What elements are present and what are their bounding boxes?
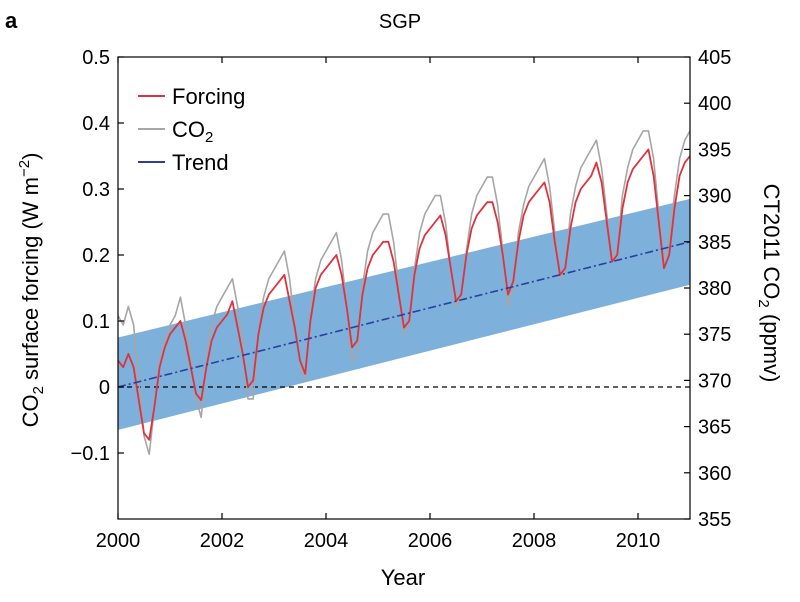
y-left-tick-label: −0.1 <box>71 443 110 465</box>
y-right-tick-label: 365 <box>698 417 731 439</box>
y-left-tick-label: 0.2 <box>82 245 110 267</box>
legend-label-forcing: Forcing <box>172 84 245 109</box>
x-tick-label: 2004 <box>304 530 349 552</box>
right-axis-title: CT2011 CO2 (ppmv) <box>755 184 784 383</box>
y-left-tick-label: 0.1 <box>82 311 110 333</box>
left-axis-title-sub: 2 <box>30 386 47 394</box>
y-right-tick-label: 370 <box>698 370 731 392</box>
right-axis-title-sub: 2 <box>755 299 772 307</box>
left-axis-title-main: CO <box>18 394 43 427</box>
y-right-tick-label: 385 <box>698 232 731 254</box>
x-tick-label: 2008 <box>512 530 557 552</box>
y-right-tick-label: 355 <box>698 509 731 531</box>
x-tick-label: 2006 <box>408 530 453 552</box>
y-right-tick-label: 390 <box>698 186 731 208</box>
series-line-co2 <box>118 130 690 456</box>
y-left-tick-label: 0.3 <box>82 179 110 201</box>
y-right-tick-label: 380 <box>698 278 731 300</box>
legend-label-co2-sub: 2 <box>205 129 213 146</box>
x-tick-label: 2010 <box>616 530 661 552</box>
left-axis-title-rest: surface forcing (W m <box>18 177 43 386</box>
y-left-tick-label: 0 <box>99 377 110 399</box>
y-right-tick-label: 375 <box>698 324 731 346</box>
left-axis-title-end: ) <box>18 153 43 160</box>
right-axis-title-rest: (ppmv) <box>759 308 784 383</box>
series-line-forcing <box>118 148 690 441</box>
legend: Forcing CO2 Trend <box>138 84 245 175</box>
y-right-tick-label: 400 <box>698 93 731 115</box>
chart-title: SGP <box>379 11 421 33</box>
x-axis-title: Year <box>381 565 425 590</box>
y-right-tick-label: 360 <box>698 463 731 485</box>
panel-letter: a <box>5 8 18 33</box>
y-left-tick-label: 0.5 <box>82 47 110 69</box>
y-right-tick-label: 395 <box>698 139 731 161</box>
y-left-tick-label: 0.4 <box>82 113 110 135</box>
plot-series <box>118 130 690 456</box>
y-right-tick-label: 405 <box>698 47 731 69</box>
legend-label-trend: Trend <box>172 150 229 175</box>
right-axis-title-main: CT2011 CO <box>759 184 784 300</box>
legend-label-co2: CO2 <box>172 117 213 146</box>
x-tick-label: 2002 <box>200 530 245 552</box>
left-axis-title: CO2 surface forcing (W m−2) <box>16 153 47 428</box>
x-tick-label: 2000 <box>96 530 141 552</box>
legend-label-co2-main: CO <box>172 117 205 142</box>
left-axis-title-sup: −2 <box>16 160 33 177</box>
axes: 2000 2002 2004 2006 2008 2010 −0.1 0 0.1 0.2 0.3 0.… <box>71 47 732 552</box>
series-line-trend <box>118 241 690 388</box>
plot-area <box>118 130 690 456</box>
